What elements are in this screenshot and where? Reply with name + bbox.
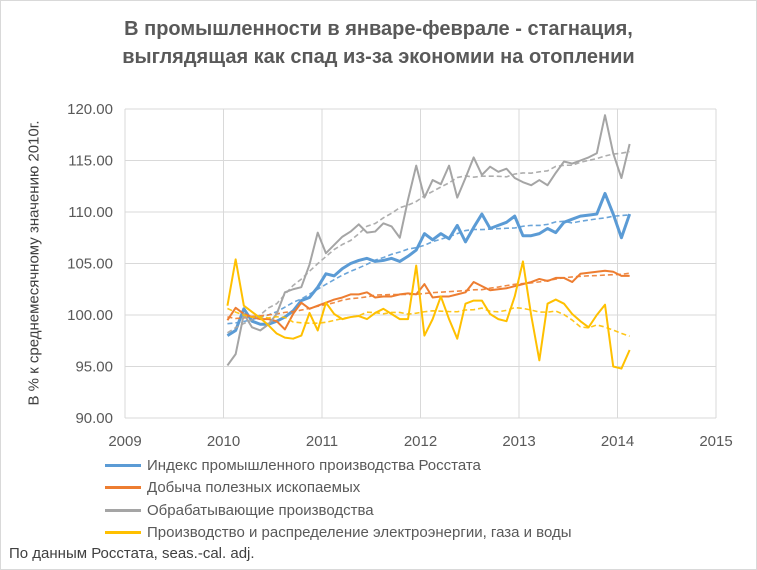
series-line-3 <box>226 258 631 370</box>
y-tick-label: 90.00 <box>75 410 113 427</box>
x-tick-label: 2010 <box>207 433 240 450</box>
series-line-1 <box>226 269 630 331</box>
chart-title-line-1: В промышленности в январе-феврале - стаг… <box>124 18 633 40</box>
y-tick-label: 105.00 <box>67 256 113 273</box>
x-tick-label: 2009 <box>108 433 141 450</box>
legend-swatch <box>105 508 141 512</box>
x-tick-label: 2015 <box>699 433 732 450</box>
legend-item-manufacturing: Обрабатывающие производства <box>105 499 572 522</box>
x-tick-label: 2014 <box>601 433 634 450</box>
y-axis-label: В % к среднемесячному значению 2010г. <box>25 120 43 406</box>
series-line-0 <box>226 191 632 337</box>
y-tick-label: 115.00 <box>68 153 113 170</box>
legend-swatch <box>105 486 141 490</box>
legend-label: Добыча полезных ископаемых <box>147 479 361 497</box>
legend-item-industry: Индекс промышленного производства Росста… <box>105 454 572 477</box>
trend-line-2 <box>227 150 630 334</box>
legend-item-mining: Добыча полезных ископаемых <box>105 477 572 500</box>
y-tick-label: 95.00 <box>75 359 113 376</box>
legend-swatch <box>105 463 141 467</box>
legend-item-utilities: Производство и распределение электроэнер… <box>105 522 572 545</box>
series-line-2 <box>226 114 631 367</box>
x-tick-label: 2011 <box>306 433 338 450</box>
x-tick-label: 2013 <box>502 433 535 450</box>
legend-label: Индекс промышленного производства Росста… <box>147 456 481 474</box>
chart-title-line-2: выглядящая как спад из-за экономии на от… <box>122 46 635 68</box>
x-tick-label: 2012 <box>404 433 437 450</box>
legend-label: Обрабатывающие производства <box>147 501 374 519</box>
y-tick-label: 100.00 <box>67 307 113 324</box>
source-note: По данным Росстата, seas.-cal. adj. <box>9 545 255 562</box>
y-tick-label: 120.00 <box>67 101 113 118</box>
trend-line-0 <box>227 214 630 325</box>
trend-line-1 <box>227 272 630 320</box>
legend-label: Производство и распределение электроэнер… <box>147 524 572 542</box>
chart-title: В промышленности в январе-феврале - стаг… <box>1 15 756 71</box>
legend-swatch <box>105 531 141 535</box>
legend: Индекс промышленного производства Росста… <box>105 454 572 544</box>
y-tick-label: 110.00 <box>68 204 113 221</box>
